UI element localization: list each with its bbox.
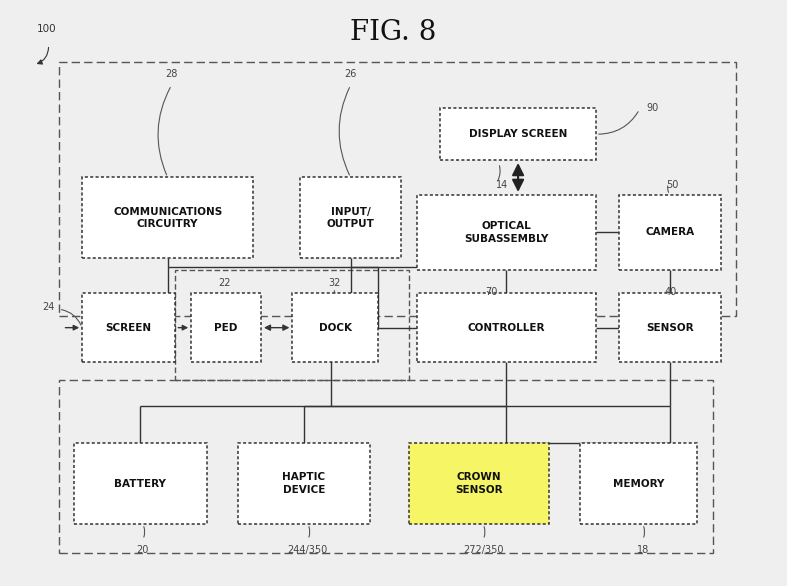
Text: INPUT/
OUTPUT: INPUT/ OUTPUT	[327, 206, 375, 229]
Bar	[82, 293, 176, 362]
Bar	[238, 443, 370, 524]
Text: 32: 32	[328, 278, 341, 288]
Text: DISPLAY SCREEN: DISPLAY SCREEN	[469, 129, 567, 139]
Text: 100: 100	[37, 25, 57, 35]
Text: BATTERY: BATTERY	[114, 479, 166, 489]
Text: 18: 18	[637, 546, 648, 556]
Bar	[417, 293, 596, 362]
Text: CAMERA: CAMERA	[645, 227, 694, 237]
Text: DOCK: DOCK	[319, 323, 352, 333]
Text: 70: 70	[486, 287, 497, 297]
Text: 272/350: 272/350	[463, 546, 504, 556]
Text: 50: 50	[666, 180, 678, 190]
Text: PED: PED	[214, 323, 238, 333]
Text: HAPTIC
DEVICE: HAPTIC DEVICE	[283, 472, 326, 495]
Bar	[191, 293, 261, 362]
Bar	[74, 443, 207, 524]
Text: MEMORY: MEMORY	[613, 479, 664, 489]
Text: SCREEN: SCREEN	[105, 323, 152, 333]
Text: 20: 20	[137, 546, 149, 556]
Bar	[440, 108, 596, 160]
Text: 28: 28	[165, 69, 178, 79]
Text: 14: 14	[497, 180, 508, 190]
Bar	[417, 195, 596, 270]
Text: 22: 22	[218, 278, 231, 288]
Text: FIG. 8: FIG. 8	[350, 19, 437, 46]
Text: 26: 26	[345, 69, 357, 79]
Text: 90: 90	[647, 103, 659, 113]
Text: 24: 24	[42, 302, 55, 312]
Bar	[580, 443, 697, 524]
Text: OPTICAL
SUBASSEMBLY: OPTICAL SUBASSEMBLY	[464, 221, 549, 244]
Text: 40: 40	[664, 287, 677, 297]
Text: CONTROLLER: CONTROLLER	[467, 323, 545, 333]
Bar	[292, 293, 378, 362]
Text: SENSOR: SENSOR	[646, 323, 693, 333]
Bar	[59, 62, 736, 316]
Bar	[619, 293, 721, 362]
Text: 244/350: 244/350	[288, 546, 328, 556]
Bar	[300, 178, 401, 258]
Bar	[82, 178, 253, 258]
Bar	[409, 443, 549, 524]
Bar	[619, 195, 721, 270]
Text: CROWN
SENSOR: CROWN SENSOR	[456, 472, 503, 495]
Bar	[176, 270, 409, 380]
Text: COMMUNICATIONS
CIRCUITRY: COMMUNICATIONS CIRCUITRY	[113, 206, 222, 229]
Bar	[59, 380, 713, 553]
